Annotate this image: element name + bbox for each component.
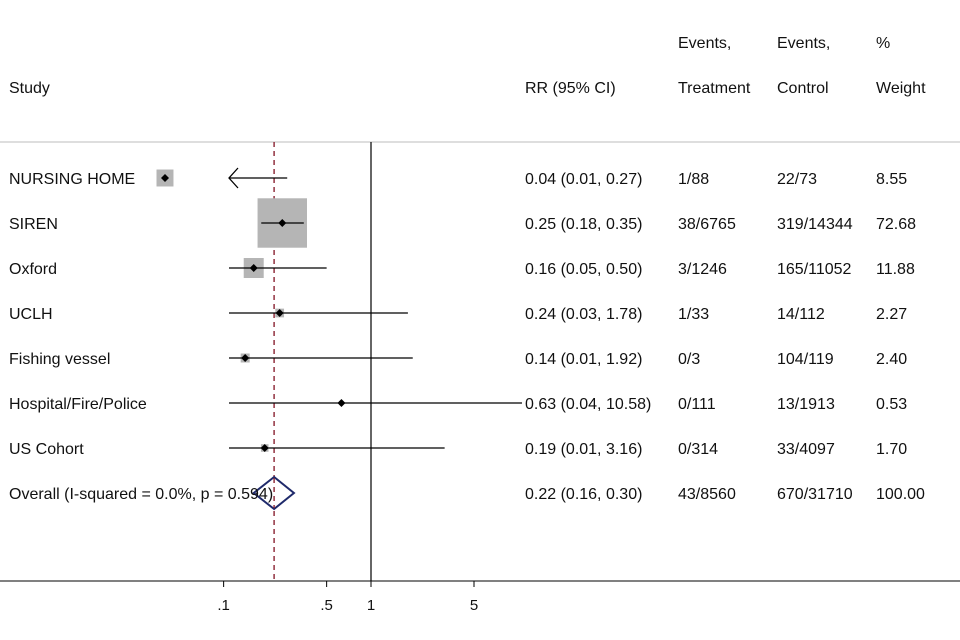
overall-events-treatment: 43/8560 — [678, 486, 736, 503]
point-estimate — [275, 309, 284, 317]
study-name: Oxford — [9, 261, 57, 278]
study-weight: 1.70 — [876, 441, 907, 458]
header-weight-line2: Weight — [876, 80, 926, 97]
study-rr-ci: 0.63 (0.04, 10.58) — [525, 396, 651, 413]
study-events-control: 319/14344 — [777, 216, 853, 233]
study-events-treatment: 38/6765 — [678, 216, 736, 233]
study-name: Fishing vessel — [9, 351, 110, 368]
header-events-treatment-line2: Treatment — [678, 80, 751, 97]
header-rr: RR (95% CI) — [525, 80, 616, 97]
ci-clip-arrow — [228, 167, 239, 189]
study-weight: 2.40 — [876, 351, 907, 368]
study-name: NURSING HOME — [9, 171, 135, 188]
header-events-treatment-line1: Events, — [678, 35, 731, 52]
study-rr-ci: 0.19 (0.01, 3.16) — [525, 441, 642, 458]
overall-weight: 100.00 — [876, 486, 925, 503]
study-weight: 2.27 — [876, 306, 907, 323]
point-estimate — [249, 264, 258, 272]
x-tick-label: 5 — [470, 597, 478, 614]
study-events-control: 33/4097 — [777, 441, 835, 458]
study-weight: 72.68 — [876, 216, 916, 233]
study-rows: NURSING HOME 0.04 (0.01, 0.27) 1/88 22/73 8.… — [9, 171, 925, 503]
plot-graphics — [156, 142, 522, 581]
study-events-control: 165/11052 — [777, 261, 852, 278]
x-axis: .1 .5 1 5 — [0, 580, 960, 614]
study-events-treatment: 0/314 — [678, 441, 718, 458]
study-events-treatment: 0/3 — [678, 351, 700, 368]
overall-label: Overall (I-squared = 0.0%, p = 0.594) — [9, 486, 273, 503]
study-name: US Cohort — [9, 441, 84, 458]
overall-diamond — [252, 475, 296, 511]
x-tick-label: .1 — [217, 597, 230, 614]
point-estimate — [337, 399, 346, 407]
study-events-control: 14/112 — [777, 306, 825, 323]
x-tick-label: .5 — [320, 597, 333, 614]
header-study: Study — [9, 80, 50, 97]
point-estimate — [278, 219, 287, 227]
study-rr-ci: 0.24 (0.03, 1.78) — [525, 306, 642, 323]
study-name: SIREN — [9, 216, 58, 233]
study-events-treatment: 1/33 — [678, 306, 709, 323]
study-events-control: 22/73 — [777, 171, 817, 188]
point-estimate — [160, 174, 169, 182]
overall-events-control: 670/31710 — [777, 486, 853, 503]
header-events-control-line2: Control — [777, 80, 829, 97]
overall-rr-ci: 0.22 (0.16, 0.30) — [525, 486, 642, 503]
point-estimate — [260, 444, 269, 452]
study-events-control: 104/119 — [777, 351, 834, 368]
study-name: Hospital/Fire/Police — [9, 396, 147, 413]
study-rr-ci: 0.14 (0.01, 1.92) — [525, 351, 642, 368]
study-rr-ci: 0.25 (0.18, 0.35) — [525, 216, 642, 233]
study-weight: 0.53 — [876, 396, 907, 413]
study-weight: 11.88 — [876, 261, 915, 278]
study-events-treatment: 3/1246 — [678, 261, 727, 278]
study-rr-ci: 0.16 (0.05, 0.50) — [525, 261, 642, 278]
study-rr-ci: 0.04 (0.01, 0.27) — [525, 171, 642, 188]
study-events-treatment: 1/88 — [678, 171, 709, 188]
study-name: UCLH — [9, 306, 53, 323]
column-headers: Study RR (95% CI) Events, Treatment Even… — [9, 35, 926, 97]
header-events-control-line1: Events, — [777, 35, 830, 52]
x-tick-label: 1 — [367, 597, 375, 614]
header-weight-line1: % — [876, 35, 890, 52]
study-weight: 8.55 — [876, 171, 907, 188]
study-events-control: 13/1913 — [777, 396, 835, 413]
study-events-treatment: 0/111 — [678, 396, 716, 413]
point-estimate — [241, 354, 250, 362]
